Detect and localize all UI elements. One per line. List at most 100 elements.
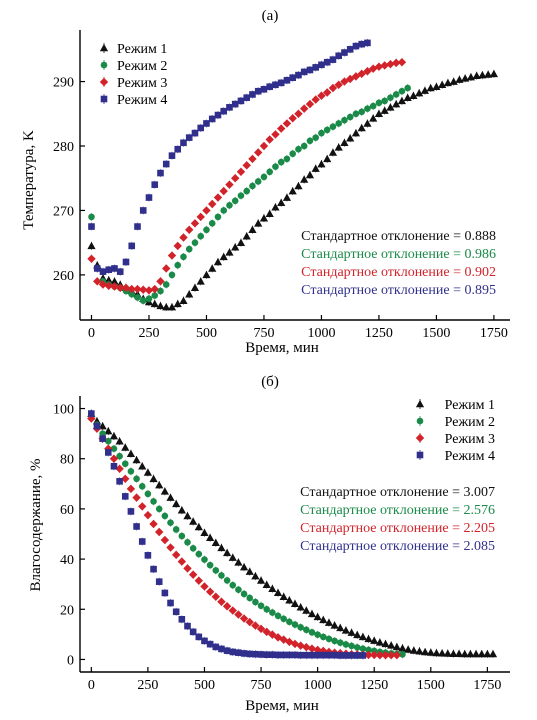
legend-marker-b-2 xyxy=(416,416,424,426)
data-point xyxy=(318,129,325,137)
data-point xyxy=(386,650,396,660)
data-point xyxy=(109,432,119,440)
data-series-a xyxy=(87,38,499,312)
data-point xyxy=(300,142,308,150)
data-point xyxy=(167,519,174,527)
data-point xyxy=(248,225,257,234)
data-point xyxy=(161,589,169,597)
series-1 xyxy=(87,409,498,658)
data-point xyxy=(306,137,314,145)
data-point xyxy=(334,80,343,89)
legend-b: Режим 1 Режим 2 Режим 3 Режим 4 xyxy=(415,398,495,464)
y-tick-label: 100 xyxy=(53,403,74,418)
legend-item-b-1: Режим 1 xyxy=(415,398,495,413)
data-point xyxy=(317,159,326,168)
y-ticks-a: 260 270 280 290 xyxy=(53,76,85,284)
data-point xyxy=(263,651,271,658)
data-point xyxy=(375,638,384,646)
data-point xyxy=(149,519,158,529)
data-point xyxy=(348,652,355,659)
data-point xyxy=(277,198,286,206)
legend-item-b-2: Режим 2 xyxy=(416,415,495,430)
data-point xyxy=(128,290,136,298)
x-tick-label: 1500 xyxy=(417,678,445,693)
data-point xyxy=(180,139,187,147)
x-axis-label-b: Время, мин xyxy=(245,698,319,714)
data-point xyxy=(351,129,361,137)
data-point xyxy=(206,640,214,648)
data-point xyxy=(138,502,147,511)
data-point xyxy=(155,578,163,585)
legend-label-a-3: Режим 3 xyxy=(117,76,167,91)
data-point xyxy=(167,303,177,311)
data-point xyxy=(208,199,217,209)
series-3 xyxy=(87,414,402,660)
data-point xyxy=(262,627,271,637)
data-point xyxy=(341,116,348,124)
data-point xyxy=(139,297,147,304)
x-tick-label: 750 xyxy=(251,678,272,693)
data-point xyxy=(226,201,233,209)
data-point xyxy=(274,612,282,620)
data-point xyxy=(353,652,361,659)
data-point xyxy=(391,58,401,68)
data-point xyxy=(133,284,142,294)
std-annotation-b-3: Стандартное отклонение = 2.205 xyxy=(300,521,495,536)
x-tick-label: 1000 xyxy=(307,326,335,341)
data-point xyxy=(358,40,365,48)
data-point xyxy=(235,649,242,656)
data-point xyxy=(116,268,124,275)
data-point xyxy=(274,651,282,659)
data-point xyxy=(231,243,240,251)
data-point xyxy=(403,93,412,101)
legend-a: Режим 1 Режим 2 Режим 3 Режим 4 xyxy=(99,42,167,108)
data-point xyxy=(294,109,303,118)
data-point xyxy=(203,120,210,127)
data-point xyxy=(132,455,141,464)
data-point xyxy=(208,264,217,272)
data-point xyxy=(172,499,181,508)
data-point xyxy=(242,232,251,240)
data-point xyxy=(155,505,163,513)
data-point xyxy=(177,557,187,566)
legend-item-a-2: Режим 2 xyxy=(100,59,167,74)
data-point xyxy=(143,468,152,476)
legend-label-a-4: Режим 4 xyxy=(117,93,167,108)
data-point xyxy=(311,164,320,172)
data-point xyxy=(331,651,338,659)
data-point xyxy=(109,454,119,463)
data-point xyxy=(157,287,164,295)
data-point xyxy=(323,154,332,163)
data-point xyxy=(328,148,338,156)
data-point xyxy=(273,588,283,596)
x-tick-label: 1250 xyxy=(365,326,393,341)
data-point xyxy=(254,219,263,227)
data-point xyxy=(104,449,112,456)
data-point xyxy=(162,264,171,273)
data-point xyxy=(185,134,193,141)
data-point xyxy=(178,616,186,623)
x-ticks-b: 0 250 500 750 1000 1250 1500 1750 xyxy=(88,667,501,693)
data-point xyxy=(93,422,101,430)
data-point xyxy=(268,584,277,592)
data-point xyxy=(201,637,208,645)
data-point xyxy=(155,527,164,537)
legend-marker-b-1 xyxy=(415,399,425,409)
data-point xyxy=(208,115,216,123)
data-point xyxy=(183,564,192,573)
data-point xyxy=(460,649,469,658)
data-point xyxy=(231,100,239,108)
data-point xyxy=(188,570,198,579)
data-point xyxy=(138,538,146,545)
data-point xyxy=(335,120,342,127)
data-point xyxy=(128,242,136,250)
data-point xyxy=(295,71,302,79)
legend-label-b-3: Режим 3 xyxy=(445,432,495,447)
data-point xyxy=(208,220,216,227)
data-point xyxy=(194,576,204,585)
data-point xyxy=(252,598,259,606)
data-point xyxy=(353,630,362,639)
data-point xyxy=(234,610,243,619)
x-ticks-a: 0 250 500 750 1000 1250 1500 1750 xyxy=(88,315,508,341)
std-annotation-a-4: Стандартное отклонение = 0.895 xyxy=(301,283,496,298)
